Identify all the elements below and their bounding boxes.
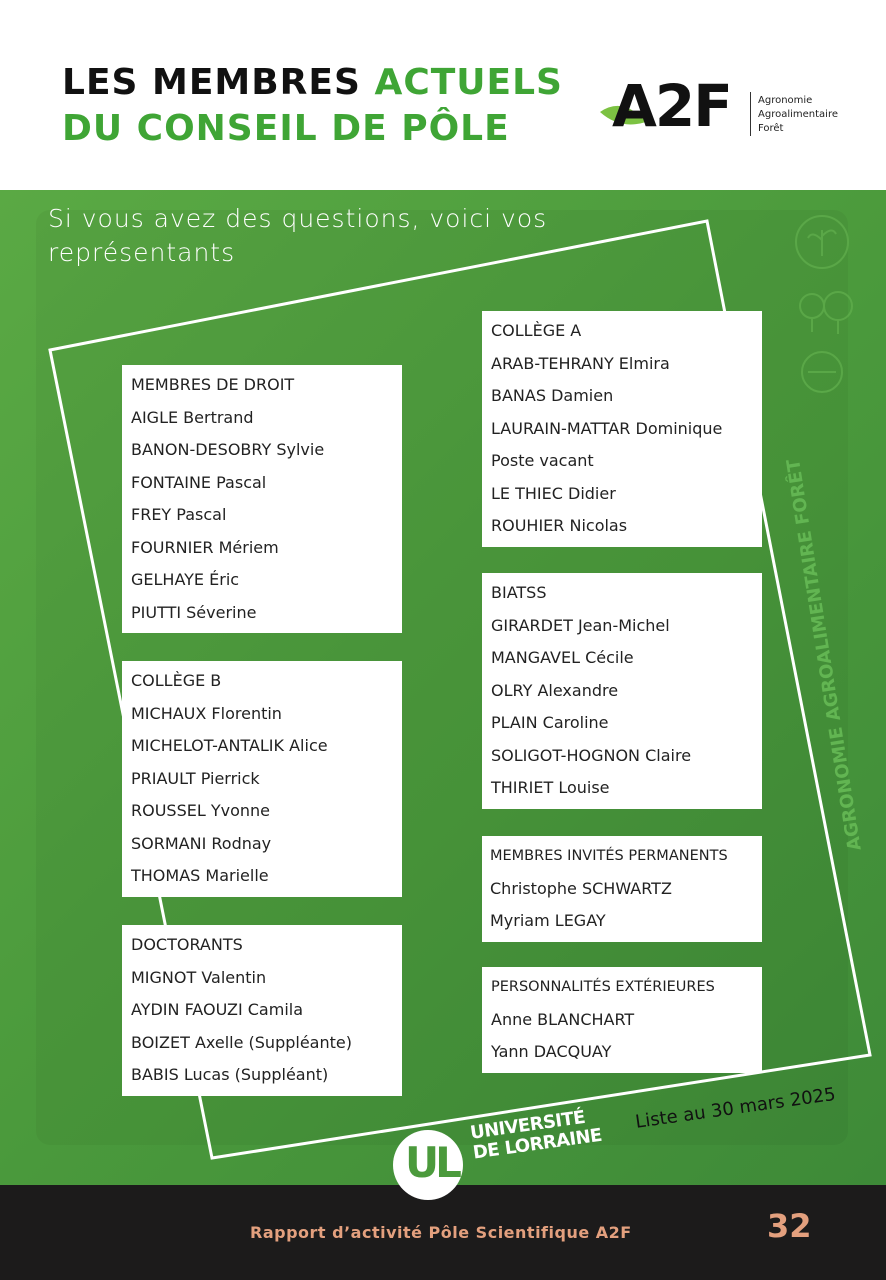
member-item: Yann DACQUAY bbox=[491, 1042, 612, 1061]
title-line-2: DU CONSEIL DE PÔLE bbox=[62, 108, 510, 149]
group-doctorants: DOCTORANTS MIGNOT Valentin AYDIN FAOUZI … bbox=[122, 925, 402, 1096]
food-icon bbox=[801, 351, 843, 393]
member-item: Christophe SCHWARTZ bbox=[490, 878, 672, 898]
group-biatss: BIATSS GIRARDET Jean-Michel MANGAVEL Céc… bbox=[482, 573, 762, 809]
member-item: BOIZET Axelle (Suppléante) bbox=[131, 1032, 352, 1052]
member-item: ARAB-TEHRANY Elmira bbox=[491, 353, 670, 373]
a2f-logo: A2F Agronomie Agroalimentaire Forêt bbox=[598, 72, 858, 148]
group-title: COLLÈGE B bbox=[131, 671, 222, 690]
logo-sub-line: Forêt bbox=[758, 123, 784, 134]
member-item: LE THIEC Didier bbox=[491, 483, 616, 503]
page-footer: Rapport d’activité Pôle Scientifique A2F… bbox=[0, 1185, 886, 1280]
plant-icon bbox=[795, 215, 849, 269]
group-personnalites-exterieures: PERSONNALITÉS EXTÉRIEURES Anne BLANCHART… bbox=[482, 967, 762, 1073]
member-item: BANON-DESOBRY Sylvie bbox=[131, 440, 325, 459]
member-item: Poste vacant bbox=[491, 451, 594, 470]
footer-report-title: Rapport d’activité Pôle Scientifique A2F bbox=[250, 1223, 632, 1242]
group-title: MEMBRES DE DROIT bbox=[131, 375, 295, 394]
title-part-accent: ACTUELS bbox=[374, 62, 563, 103]
member-item: AIGLE Bertrand bbox=[131, 407, 254, 427]
group-college-b: COLLÈGE B MICHAUX Florentin MICHELOT-ANT… bbox=[122, 661, 402, 897]
logo-sub-line: Agronomie bbox=[758, 95, 813, 106]
intro-line: Si vous avez des questions, voici vos bbox=[48, 204, 548, 233]
member-item: MICHAUX Florentin bbox=[131, 703, 282, 723]
member-item: Anne BLANCHART bbox=[491, 1009, 635, 1029]
intro-line: représentants bbox=[48, 238, 236, 267]
member-item: PLAIN Caroline bbox=[491, 713, 609, 732]
member-item: FREY Pascal bbox=[131, 505, 227, 524]
group-title: PERSONNALITÉS EXTÉRIEURES bbox=[491, 979, 715, 995]
logo-mark: A2F bbox=[612, 72, 733, 140]
member-item: ROUHIER Nicolas bbox=[491, 516, 628, 535]
group-college-a: COLLÈGE A ARAB-TEHRANY Elmira BANAS Dami… bbox=[482, 311, 762, 547]
ul-mark: UL bbox=[405, 1138, 462, 1187]
member-item: GELHAYE Éric bbox=[131, 570, 240, 589]
leaf-icon bbox=[600, 105, 646, 125]
member-item: MANGAVEL Cécile bbox=[491, 648, 634, 667]
group-title: DOCTORANTS bbox=[131, 935, 243, 954]
group-title: COLLÈGE A bbox=[491, 321, 582, 340]
member-item: FOURNIER Mériem bbox=[131, 537, 279, 557]
member-item: THIRIET Louise bbox=[491, 778, 610, 797]
title-part: LES MEMBRES bbox=[62, 62, 375, 103]
member-item: THOMAS Marielle bbox=[131, 866, 269, 885]
page-header: LES MEMBRES ACTUELS DU CONSEIL DE PÔLE A… bbox=[0, 0, 886, 190]
group-membres-de-droit: MEMBRES DE DROIT AIGLE Bertrand BANON-DE… bbox=[122, 365, 402, 633]
member-item: PIUTTI Séverine bbox=[131, 602, 257, 622]
member-item: PRIAULT Pierrick bbox=[131, 768, 260, 788]
tree-icon bbox=[799, 291, 853, 334]
logo-sub-line: Agroalimentaire bbox=[758, 109, 838, 120]
group-invites-permanents: MEMBRES INVITÉS PERMANENTS Christophe SC… bbox=[482, 836, 762, 942]
member-item: ROUSSEL Yvonne bbox=[131, 801, 270, 820]
logo-divider bbox=[750, 92, 751, 136]
member-item: BANAS Damien bbox=[491, 386, 614, 405]
page-title: LES MEMBRES ACTUELS DU CONSEIL DE PÔLE bbox=[62, 60, 563, 152]
page-number: 32 bbox=[767, 1207, 812, 1245]
group-title: BIATSS bbox=[491, 583, 547, 602]
member-item: LAURAIN-MATTAR Dominique bbox=[491, 418, 723, 438]
intro-text: Si vous avez des questions, voici vos re… bbox=[48, 202, 547, 270]
member-item: MICHELOT-ANTALIK Alice bbox=[131, 736, 328, 755]
member-item: OLRY Alexandre bbox=[491, 680, 619, 700]
member-item: BABIS Lucas (Suppléant) bbox=[131, 1065, 329, 1084]
member-item: AYDIN FAOUZI Camila bbox=[131, 1000, 304, 1019]
member-item: SORMANI Rodnay bbox=[131, 833, 272, 853]
member-item: MIGNOT Valentin bbox=[131, 967, 267, 987]
member-item: Myriam LEGAY bbox=[490, 911, 606, 930]
member-item: FONTAINE Pascal bbox=[131, 472, 267, 492]
ul-logo-circle: UL bbox=[393, 1130, 463, 1200]
member-item: GIRARDET Jean-Michel bbox=[491, 615, 670, 635]
member-item: SOLIGOT-HOGNON Claire bbox=[491, 745, 692, 765]
logo-subtitle: Agronomie Agroalimentaire Forêt bbox=[758, 94, 838, 136]
group-title: MEMBRES INVITÉS PERMANENTS bbox=[490, 848, 728, 864]
